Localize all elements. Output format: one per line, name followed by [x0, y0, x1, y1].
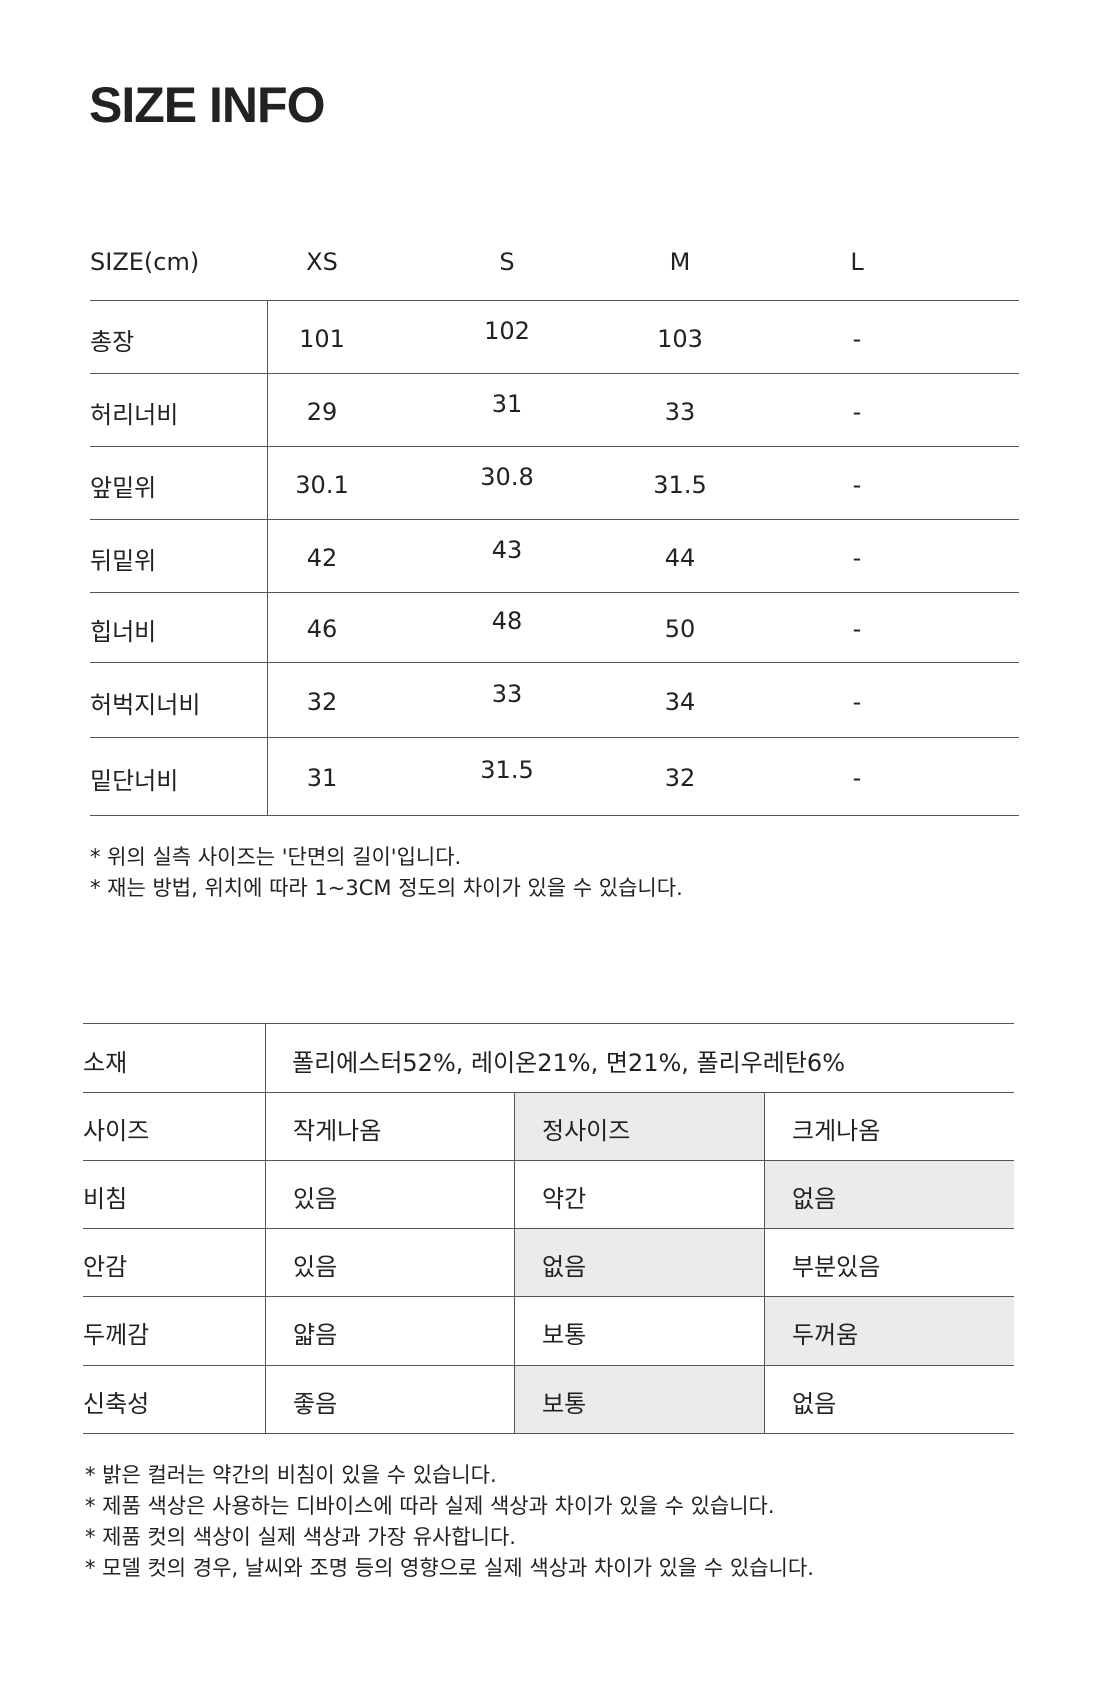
row-divider [90, 446, 1019, 447]
row-label: 힙너비 [90, 618, 157, 646]
size-value: 30.1 [295, 470, 349, 499]
column-divider [514, 1092, 515, 1433]
option-value: 없음 [792, 1185, 837, 1213]
size-value: 103 [657, 324, 703, 353]
option-value: 크게나옴 [792, 1117, 881, 1145]
selected-highlight [515, 1229, 764, 1296]
size-value: 43 [491, 535, 523, 564]
size-value: - [852, 687, 862, 716]
option-value: 얇음 [293, 1321, 338, 1349]
row-divider [90, 737, 1019, 738]
note-line: * 제품 색상은 사용하는 디바이스에 따라 실제 색상과 차이가 있을 수 있… [85, 1494, 775, 1518]
row-divider [90, 815, 1019, 816]
row-label: 허벅지너비 [90, 690, 201, 719]
size-value: - [852, 470, 862, 499]
column-header: S [499, 248, 515, 276]
size-value: - [852, 764, 862, 792]
row-divider [90, 373, 1019, 374]
option-value: 부분있음 [792, 1253, 881, 1281]
option-value: 없음 [542, 1253, 587, 1281]
size-value: 31.5 [480, 756, 534, 784]
row-label: 앞밑위 [90, 473, 157, 502]
row-divider [83, 1160, 1014, 1161]
size-value: 102 [484, 316, 530, 345]
row-label: 뒤밑위 [90, 546, 157, 575]
size-value: 101 [299, 324, 345, 353]
column-header: L [850, 248, 864, 276]
size-value: 34 [664, 687, 696, 716]
row-divider [83, 1433, 1014, 1434]
option-value: 있음 [293, 1253, 338, 1281]
row-divider [90, 519, 1019, 520]
note-line: * 밝은 컬러는 약간의 비침이 있을 수 있습니다. [85, 1463, 497, 1487]
option-value: 보통 [542, 1321, 587, 1349]
selected-highlight [765, 1297, 1014, 1365]
size-value: 48 [491, 607, 523, 635]
option-value: 있음 [293, 1185, 338, 1213]
material-value: 폴리에스터52%, 레이온21%, 면21%, 폴리우레탄6% [292, 1049, 845, 1077]
row-label: 비침 [83, 1185, 128, 1213]
option-value: 정사이즈 [542, 1117, 631, 1145]
row-divider [83, 1092, 1014, 1093]
size-value: 46 [306, 615, 338, 643]
size-value: 31.5 [653, 470, 707, 499]
size-value: - [852, 324, 862, 353]
note-line: * 위의 실측 사이즈는 '단면의 길이'입니다. [90, 845, 462, 869]
row-label: 밑단너비 [90, 767, 179, 795]
option-value: 없음 [792, 1390, 837, 1418]
size-value: 31 [491, 389, 523, 418]
row-divider [83, 1228, 1014, 1229]
column-header: M [669, 248, 691, 276]
size-value: 44 [664, 543, 696, 572]
size-value: - [852, 615, 862, 643]
option-value: 좋음 [293, 1390, 338, 1418]
size-value: 32 [306, 687, 338, 716]
selected-highlight [515, 1366, 764, 1433]
size-value: 50 [664, 615, 696, 643]
row-label: 허리너비 [90, 400, 179, 429]
row-label: 신축성 [83, 1390, 150, 1418]
size-value: - [852, 397, 862, 426]
size-value: 30.8 [480, 462, 534, 491]
size-value: 32 [664, 764, 696, 792]
option-value: 두꺼움 [792, 1321, 859, 1349]
row-divider [83, 1296, 1014, 1297]
column-divider [265, 1023, 266, 1433]
selected-highlight [765, 1161, 1014, 1228]
size-value: 42 [306, 543, 338, 572]
row-label: 사이즈 [83, 1117, 150, 1145]
material-label: 소재 [83, 1049, 128, 1077]
row-divider [83, 1023, 1014, 1024]
option-value: 작게나옴 [293, 1117, 382, 1145]
column-divider [267, 300, 268, 815]
column-divider [764, 1092, 765, 1433]
size-value: - [852, 543, 862, 572]
row-label: 두께감 [83, 1321, 150, 1349]
page-title: SIZE INFO [89, 77, 325, 133]
column-header: XS [306, 248, 338, 276]
size-value: 33 [491, 679, 523, 708]
note-line: * 재는 방법, 위치에 따라 1~3CM 정도의 차이가 있을 수 있습니다. [90, 876, 683, 900]
selected-highlight [515, 1093, 764, 1160]
row-divider [90, 662, 1019, 663]
row-divider [83, 1365, 1014, 1366]
row-label: 안감 [83, 1253, 128, 1281]
row-divider [90, 300, 1019, 301]
note-line: * 모델 컷의 경우, 날씨와 조명 등의 영향으로 실제 색상과 차이가 있을… [85, 1556, 814, 1580]
option-value: 보통 [542, 1390, 587, 1418]
size-value: 29 [306, 397, 338, 426]
row-label: 총장 [90, 327, 135, 356]
size-value: 33 [664, 397, 696, 426]
row-divider [90, 592, 1019, 593]
note-line: * 제품 컷의 색상이 실제 색상과 가장 유사합니다. [85, 1525, 516, 1549]
size-value: 31 [306, 764, 338, 792]
column-header: SIZE(cm) [90, 248, 200, 276]
option-value: 약간 [542, 1185, 587, 1213]
